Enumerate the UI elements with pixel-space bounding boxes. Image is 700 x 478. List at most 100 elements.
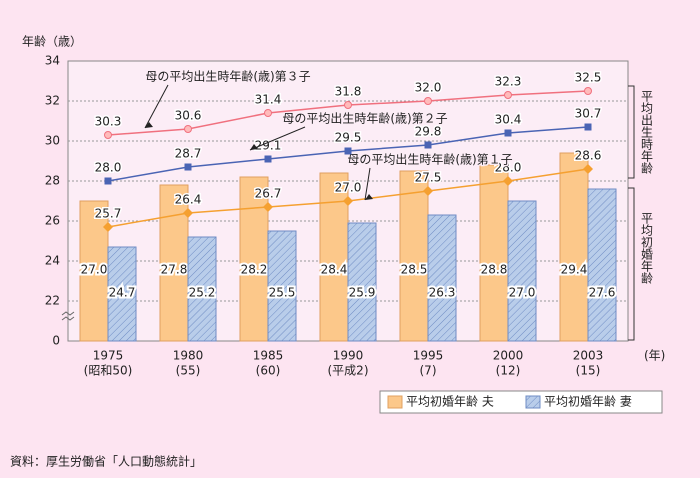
bar-value-label: 27.8: [161, 263, 188, 277]
annotation-arrow: [249, 126, 306, 151]
bar: [559, 152, 589, 342]
axis-break: [61, 311, 75, 321]
y-tick-label: 28: [45, 174, 60, 188]
bar: [399, 170, 429, 342]
point-value-label: 28.0: [495, 161, 522, 175]
bar: [319, 172, 349, 342]
bar: [479, 164, 509, 342]
x-tick-label: 1980: [173, 349, 204, 363]
y-tick-label: 34: [45, 54, 60, 68]
point-value-label: 32.0: [415, 81, 442, 95]
legend-swatch: [525, 395, 541, 409]
point-value-label: 32.3: [495, 75, 522, 89]
point-value-label: 30.6: [175, 109, 202, 123]
x-tick-label: 2003: [573, 349, 604, 363]
x-tick-label: 1985: [253, 349, 284, 363]
marker: [184, 163, 192, 171]
bar: [347, 222, 377, 342]
series-annotation: 母の平均出生時年齢(歳)第１子: [347, 152, 512, 167]
y-tick-label: 26: [45, 214, 60, 228]
point-value-label: 26.7: [255, 187, 282, 201]
bar: [187, 236, 217, 342]
series-annotation: 母の平均出生時年齢(歳)第３子: [145, 69, 310, 84]
point-value-label: 32.5: [575, 71, 602, 85]
point-value-label: 28.0: [95, 161, 122, 175]
marker: [263, 202, 273, 212]
y-tick-label: 32: [45, 94, 60, 108]
bar-value-label: 28.2: [241, 263, 268, 277]
point-value-label: 29.1: [255, 139, 282, 153]
x-tick-label: 1975: [93, 349, 124, 363]
series-annotation: 母の平均出生時年齢(歳)第２子: [282, 111, 447, 126]
bar-value-label: 25.2: [189, 286, 216, 300]
bar-value-label: 28.4: [321, 263, 348, 277]
bar-value-label: 29.4: [561, 263, 588, 277]
legend-label: 平均初婚年齢 夫: [406, 394, 494, 409]
x-tick-label: 1995: [413, 349, 444, 363]
point-value-label: 31.8: [335, 85, 362, 99]
marker: [504, 129, 512, 137]
marker: [583, 164, 593, 174]
marker: [584, 123, 592, 131]
x-sub-label: (平成2): [328, 364, 369, 378]
bar: [267, 230, 297, 342]
marker: [104, 177, 112, 185]
marker: [104, 131, 112, 139]
marker: [344, 147, 352, 155]
y-tick-label: 24: [45, 254, 60, 268]
arrow-head: [250, 144, 258, 150]
bar-value-label: 25.9: [349, 286, 376, 300]
side-label: 平均出生時年齢: [640, 90, 654, 174]
marker: [344, 101, 352, 109]
marker: [503, 176, 513, 186]
bar: [107, 246, 137, 342]
legend-swatch: [387, 395, 403, 409]
x-sub-label: (60): [256, 364, 281, 378]
bar: [159, 184, 189, 342]
bar-value-label: 27.0: [81, 263, 108, 277]
bar: [587, 188, 617, 342]
marker: [343, 196, 353, 206]
marker: [264, 155, 272, 163]
point-value-label: 30.7: [575, 107, 602, 121]
bar-value-label: 26.3: [429, 286, 456, 300]
bar-value-label: 27.0: [509, 286, 536, 300]
side-label: 平均初婚年齢: [640, 212, 654, 284]
point-value-label: 26.4: [175, 193, 202, 207]
point-value-label: 29.5: [335, 131, 362, 145]
annotation-arrow: [144, 84, 169, 129]
point-value-label: 27.5: [415, 171, 442, 185]
bar-value-label: 25.5: [269, 286, 296, 300]
legend-box: [379, 390, 663, 414]
bar: [507, 200, 537, 342]
bar-value-label: 24.7: [109, 286, 136, 300]
marker: [424, 97, 432, 105]
x-sub-label: (15): [576, 364, 601, 378]
y-title: 年齢（歳）: [22, 34, 82, 49]
point-value-label: 30.4: [495, 113, 522, 127]
marker: [424, 141, 432, 149]
bar-value-label: 28.5: [401, 263, 428, 277]
marker: [264, 109, 272, 117]
bar: [239, 176, 269, 342]
marker: [584, 87, 592, 95]
marker: [184, 125, 192, 133]
x-tick-label: 2000: [493, 349, 524, 363]
point-value-label: 28.7: [175, 147, 202, 161]
x-sub-label: (7): [420, 364, 437, 378]
x-sub-label: (昭和50): [84, 364, 133, 378]
y-tick-label: 30: [45, 134, 60, 148]
x-unit: (年): [644, 349, 665, 363]
marker: [183, 208, 193, 218]
marker: [504, 91, 512, 99]
annotation-arrow: [364, 167, 371, 201]
bar: [79, 200, 109, 342]
marker: [103, 222, 113, 232]
y-origin-label: 0: [52, 334, 60, 348]
point-value-label: 25.7: [95, 207, 122, 221]
x-sub-label: (55): [176, 364, 201, 378]
bar-value-label: 28.8: [481, 263, 508, 277]
point-value-label: 28.6: [575, 149, 602, 163]
source: 資料：厚生労働省「人口動態統計」: [10, 454, 202, 469]
